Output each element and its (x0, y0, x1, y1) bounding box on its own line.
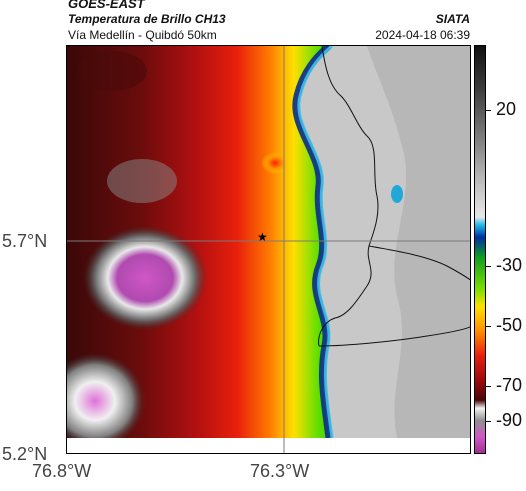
product-title: Temperatura de Brillo CH13 (68, 12, 226, 26)
colorbar-tick (486, 421, 491, 422)
colorbar-tick (486, 386, 491, 387)
brightness-temperature-image (67, 46, 470, 453)
datetime-label: 2024-04-18 06:39 (375, 28, 470, 42)
colorbar-tick (486, 326, 491, 327)
lon-tick-label: 76.3°W (250, 461, 310, 481)
location-marker: ★ (257, 230, 268, 244)
colorbar-label: -70 (496, 375, 523, 395)
colorbar-label: -90 (496, 410, 523, 430)
satellite-map: ★ (66, 45, 471, 454)
satellite-title: GOES-EAST (68, 0, 145, 11)
source-label: SIATA (435, 12, 470, 26)
lat-tick-label: 5.7°N (2, 231, 48, 251)
temperature-colorbar (474, 45, 486, 454)
lon-tick-label: 76.8°W (32, 461, 92, 481)
lat-tick-label: 5.2°N (2, 444, 48, 464)
colorbar-label: -50 (496, 315, 523, 335)
colorbar-tick (486, 266, 491, 267)
region-subtitle: Vía Medellín - Quibdó 50km (68, 28, 217, 42)
colorbar-label: -30 (496, 255, 523, 275)
colorbar-label: 20 (496, 99, 517, 119)
colorbar-tick (486, 110, 491, 111)
